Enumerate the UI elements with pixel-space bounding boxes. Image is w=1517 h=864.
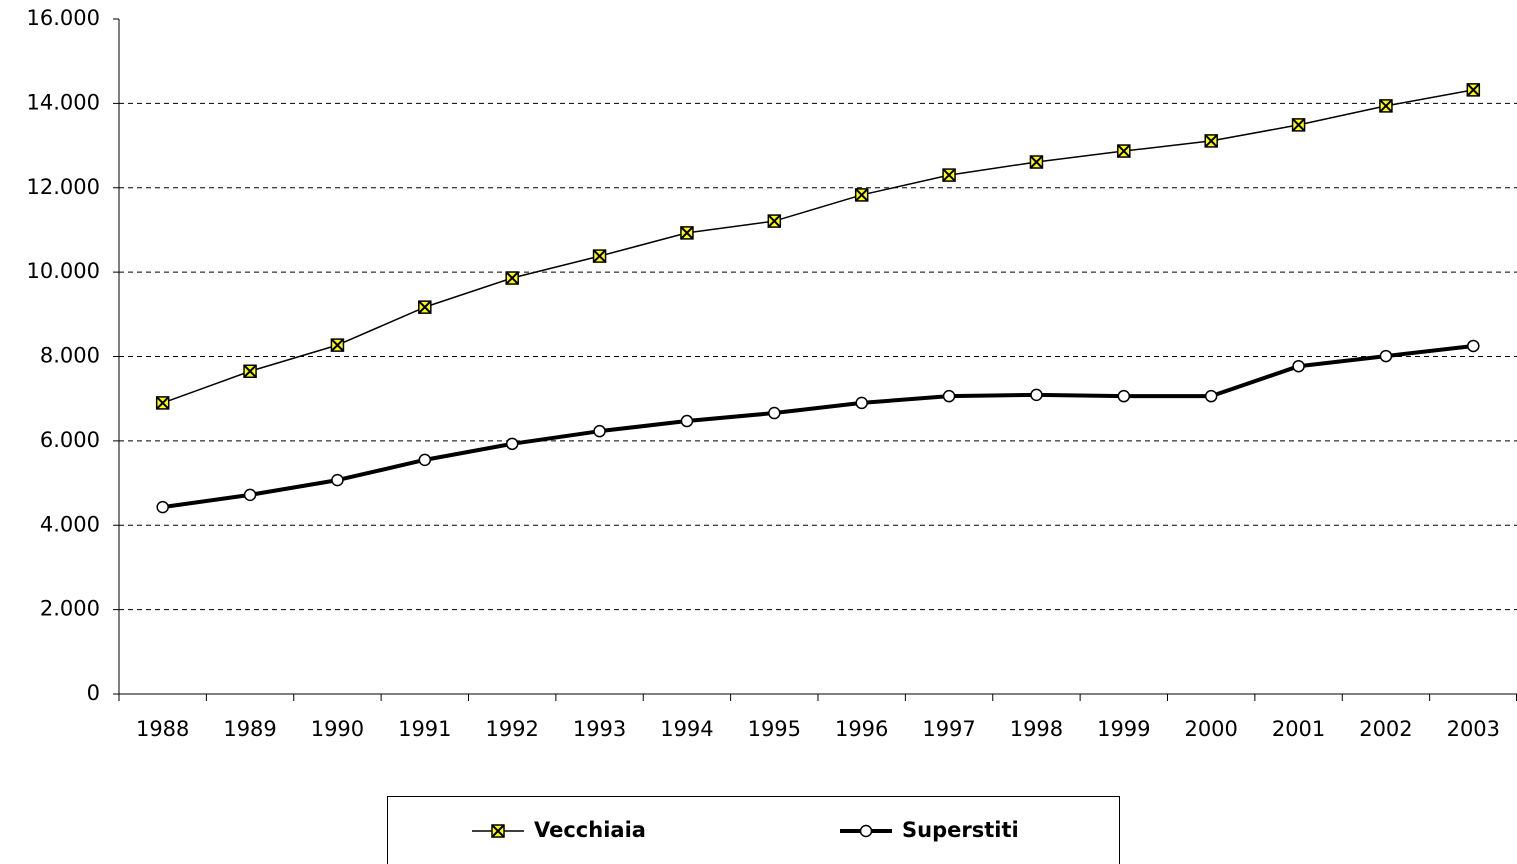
x-tick-label: 1988 — [136, 717, 189, 741]
data-point — [1379, 349, 1393, 363]
marker-cross — [1466, 83, 1481, 97]
data-point — [1467, 339, 1480, 353]
data-point — [942, 389, 956, 403]
x-tick-label: 2003 — [1447, 717, 1500, 741]
marker-cross — [1379, 99, 1393, 113]
data-point — [680, 226, 694, 240]
data-point — [767, 214, 782, 228]
data-point — [1029, 155, 1044, 169]
data-point — [592, 249, 607, 263]
y-tick-label: 2.000 — [40, 597, 100, 621]
marker-cross — [330, 338, 345, 352]
marker-cross — [942, 168, 956, 182]
legend-marker — [859, 824, 873, 838]
x-tick-label: 2002 — [1359, 717, 1412, 741]
x-tick-label: 2001 — [1272, 717, 1325, 741]
data-point — [1030, 388, 1043, 402]
data-point — [942, 168, 956, 182]
x-tick-label: 1991 — [398, 717, 451, 741]
marker-cross — [1029, 155, 1044, 169]
data-point — [768, 406, 781, 420]
data-point — [505, 437, 519, 451]
data-point — [1291, 118, 1306, 132]
series-line — [162, 343, 1474, 510]
data-point — [155, 396, 170, 410]
x-tick-label: 1993 — [573, 717, 626, 741]
y-tick-label: 14.000 — [27, 90, 100, 114]
data-point — [1292, 359, 1305, 373]
legend-label: Superstiti — [902, 818, 1019, 842]
legend-marker — [491, 824, 505, 838]
x-tick-label: 1999 — [1097, 717, 1150, 741]
marker-cross — [505, 271, 519, 285]
marker-cross — [155, 396, 170, 410]
marker-cross — [854, 188, 869, 202]
x-tick-label: 1996 — [835, 717, 888, 741]
marker-cross — [491, 824, 505, 838]
y-tick-label: 12.000 — [27, 175, 100, 199]
data-point — [156, 500, 169, 514]
data-point — [418, 300, 432, 314]
marker-cross — [767, 214, 782, 228]
data-point — [855, 396, 868, 410]
legend-label: Vecchiaia — [534, 818, 646, 842]
x-tick-label: 1994 — [660, 717, 713, 741]
y-tick-label: 0 — [87, 681, 100, 705]
marker-cross — [1204, 134, 1218, 148]
data-point — [1117, 144, 1131, 158]
y-tick-label: 6.000 — [40, 428, 100, 452]
marker-cross — [1117, 144, 1131, 158]
y-tick-label: 16.000 — [27, 6, 100, 30]
x-tick-label: 1995 — [748, 717, 801, 741]
marker-cross — [680, 226, 694, 240]
data-point — [593, 424, 606, 438]
data-point — [243, 488, 257, 502]
marker-cross — [243, 364, 257, 378]
data-point — [1117, 389, 1131, 403]
x-tick-label: 1990 — [311, 717, 364, 741]
y-tick-label: 8.000 — [40, 344, 100, 368]
data-point — [331, 473, 344, 487]
data-point — [243, 364, 257, 379]
y-tick-label: 10.000 — [27, 259, 100, 283]
data-point — [854, 188, 869, 202]
data-point — [330, 338, 345, 352]
series-line — [162, 89, 1474, 404]
x-tick-label: 1998 — [1010, 717, 1063, 741]
data-point — [1204, 389, 1218, 403]
marker-cross — [418, 300, 432, 314]
data-point — [1379, 99, 1393, 113]
marker-cross — [1291, 118, 1306, 132]
data-point — [680, 414, 694, 428]
data-point — [505, 271, 519, 285]
data-point — [418, 453, 432, 467]
x-tick-label: 2000 — [1184, 717, 1237, 741]
y-tick-label: 4.000 — [40, 512, 100, 536]
x-tick-label: 1992 — [485, 717, 538, 741]
x-tick-label: 1997 — [922, 717, 975, 741]
x-tick-label: 1989 — [223, 717, 276, 741]
data-point — [1204, 134, 1218, 148]
marker-cross — [592, 249, 607, 263]
data-point — [1466, 83, 1481, 97]
